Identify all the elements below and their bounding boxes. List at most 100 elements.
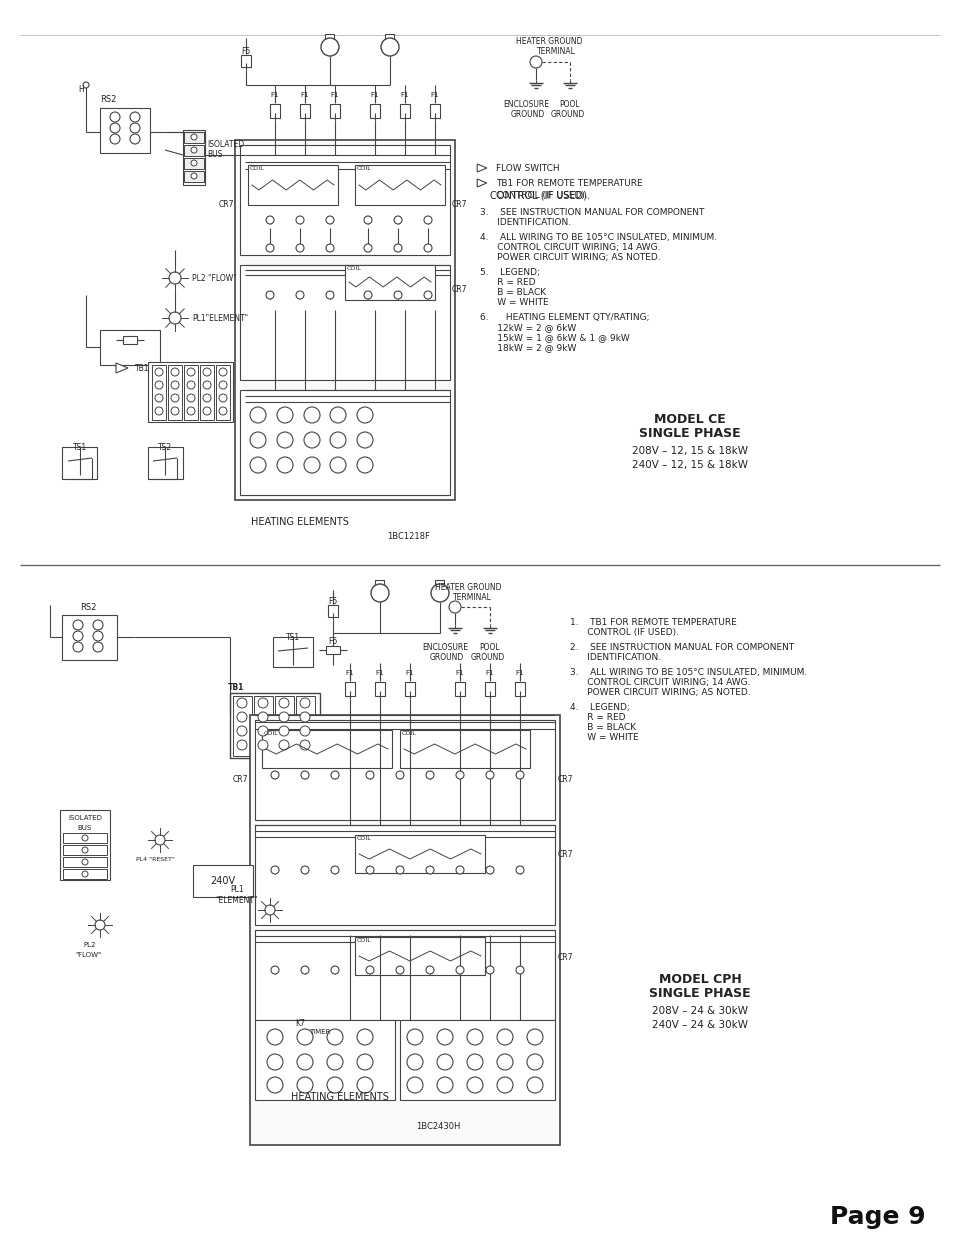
- Bar: [295, 697, 314, 756]
- Circle shape: [330, 432, 346, 448]
- Circle shape: [130, 124, 140, 133]
- Text: COIL: COIL: [356, 165, 372, 170]
- Text: 3.    SEE INSTRUCTION MANUAL FOR COMPONENT: 3. SEE INSTRUCTION MANUAL FOR COMPONENT: [479, 207, 703, 217]
- Text: 1.    TB1 FOR REMOTE TEMPERATURE: 1. TB1 FOR REMOTE TEMPERATURE: [569, 618, 736, 627]
- Text: ENCLOSURE: ENCLOSURE: [421, 643, 468, 652]
- Circle shape: [301, 866, 309, 874]
- Text: IDENTIFICATION.: IDENTIFICATION.: [569, 653, 660, 662]
- Text: ISOLATED: ISOLATED: [207, 140, 244, 149]
- Circle shape: [267, 1029, 283, 1045]
- Circle shape: [299, 740, 310, 750]
- Text: CONTROL (IF USED).: CONTROL (IF USED).: [490, 191, 589, 201]
- Circle shape: [426, 966, 434, 974]
- Text: PL4 "RESET": PL4 "RESET": [135, 857, 174, 862]
- Circle shape: [219, 368, 227, 375]
- Bar: [355, 937, 484, 974]
- Circle shape: [187, 368, 194, 375]
- Circle shape: [257, 698, 268, 708]
- Bar: [248, 165, 337, 205]
- Circle shape: [356, 1029, 373, 1045]
- Text: CR7: CR7: [218, 200, 233, 209]
- Text: F6: F6: [328, 637, 337, 646]
- Text: POOL: POOL: [479, 643, 499, 652]
- Circle shape: [257, 740, 268, 750]
- Circle shape: [95, 920, 105, 930]
- Text: HEATING ELEMENTS: HEATING ELEMENTS: [291, 1092, 389, 1102]
- Text: COIL: COIL: [401, 731, 416, 736]
- Circle shape: [276, 408, 293, 424]
- Bar: [399, 104, 410, 119]
- Bar: [193, 864, 253, 897]
- Circle shape: [296, 1077, 313, 1093]
- Text: F1: F1: [375, 671, 384, 676]
- Circle shape: [110, 135, 120, 144]
- Circle shape: [431, 584, 449, 601]
- Bar: [240, 144, 450, 254]
- Circle shape: [394, 291, 401, 299]
- Circle shape: [130, 112, 140, 122]
- Text: CR7: CR7: [452, 200, 467, 209]
- Circle shape: [301, 771, 309, 779]
- Text: CONTROL CIRCUIT WIRING; 14 AWG.: CONTROL CIRCUIT WIRING; 14 AWG.: [479, 243, 659, 252]
- Circle shape: [171, 382, 179, 389]
- Bar: [123, 336, 137, 345]
- Bar: [183, 130, 205, 185]
- Bar: [435, 579, 444, 590]
- Bar: [184, 132, 204, 143]
- Circle shape: [331, 866, 338, 874]
- Text: MODEL CE: MODEL CE: [654, 412, 725, 426]
- Circle shape: [271, 866, 278, 874]
- Circle shape: [219, 394, 227, 403]
- Circle shape: [456, 966, 463, 974]
- Circle shape: [356, 408, 373, 424]
- Text: GROUND: GROUND: [550, 110, 584, 119]
- Circle shape: [271, 966, 278, 974]
- Text: PL2: PL2: [84, 942, 96, 948]
- Bar: [63, 845, 107, 855]
- Text: CONTROL (IF USED).: CONTROL (IF USED).: [496, 191, 587, 200]
- Circle shape: [169, 272, 181, 284]
- Circle shape: [516, 866, 523, 874]
- Circle shape: [266, 291, 274, 299]
- Circle shape: [236, 713, 247, 722]
- Circle shape: [304, 432, 319, 448]
- Circle shape: [366, 771, 374, 779]
- Bar: [385, 33, 395, 44]
- Text: BUS: BUS: [78, 825, 92, 831]
- Circle shape: [326, 291, 334, 299]
- Circle shape: [278, 726, 289, 736]
- Bar: [262, 730, 392, 768]
- Bar: [100, 107, 150, 153]
- Text: COIL: COIL: [356, 836, 372, 841]
- Bar: [345, 266, 435, 300]
- Circle shape: [304, 408, 319, 424]
- Circle shape: [331, 771, 338, 779]
- Text: 240V – 24 & 30kW: 240V – 24 & 30kW: [651, 1020, 747, 1030]
- Bar: [240, 390, 450, 495]
- Circle shape: [154, 368, 163, 375]
- Text: F1: F1: [271, 91, 279, 98]
- Circle shape: [364, 216, 372, 224]
- Circle shape: [191, 135, 196, 140]
- Circle shape: [530, 56, 541, 68]
- Circle shape: [250, 408, 266, 424]
- Circle shape: [327, 1029, 343, 1045]
- Bar: [234, 140, 455, 500]
- Circle shape: [485, 866, 494, 874]
- Circle shape: [356, 457, 373, 473]
- Circle shape: [395, 771, 403, 779]
- Circle shape: [407, 1053, 422, 1070]
- Circle shape: [394, 245, 401, 252]
- Bar: [405, 682, 415, 697]
- Bar: [299, 104, 310, 119]
- Bar: [100, 330, 160, 366]
- Text: ISOLATED: ISOLATED: [68, 815, 102, 821]
- Circle shape: [426, 771, 434, 779]
- Circle shape: [278, 698, 289, 708]
- Circle shape: [191, 161, 196, 165]
- Text: TIMER: TIMER: [309, 1029, 331, 1035]
- Bar: [355, 835, 484, 873]
- Circle shape: [203, 394, 211, 403]
- Circle shape: [526, 1029, 542, 1045]
- Circle shape: [467, 1077, 482, 1093]
